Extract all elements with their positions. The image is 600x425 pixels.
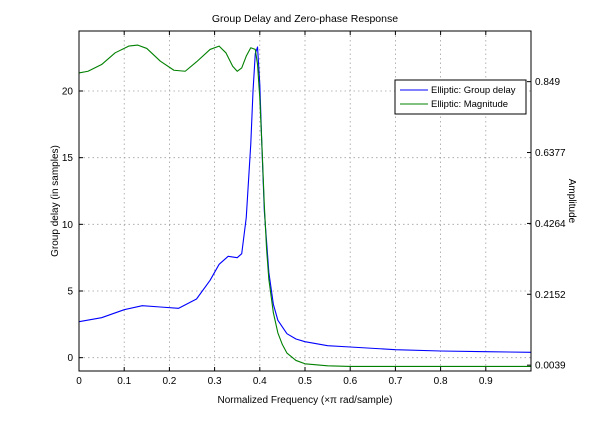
x-tick-label: 0.7: [388, 376, 402, 387]
x-tick-label: 0.8: [434, 376, 448, 387]
x-axis-label: Normalized Frequency (×π rad/sample): [217, 395, 392, 406]
group-delay-line: [78, 46, 532, 353]
legend-label-magnitude: Elliptic: Magnitude: [431, 99, 508, 110]
x-tick-label: 0.2: [162, 376, 176, 387]
y-tick-label-right: 0.2152: [535, 290, 566, 301]
chart-title: Group Delay and Zero-phase Response: [212, 13, 398, 25]
y-tick-label-right: 0.849: [535, 77, 560, 88]
y-tick-label-left: 20: [62, 87, 74, 98]
legend: Elliptic: Group delay Elliptic: Magnitud…: [394, 79, 527, 115]
x-tick-label: 0.3: [208, 376, 222, 387]
y-tick-label-left: 5: [67, 287, 73, 298]
legend-label-group-delay: Elliptic: Group delay: [431, 85, 516, 96]
y-axis-label-right: Amplitude: [566, 179, 577, 224]
y-tick-label-right: 0.6377: [535, 148, 566, 159]
x-tick-label: 0.1: [117, 376, 131, 387]
magnitude-line: [78, 44, 531, 368]
legend-box: [394, 79, 527, 115]
x-tick-label: 0.9: [479, 376, 493, 387]
x-tick-label: 0.6: [343, 376, 357, 387]
series-layer: [78, 44, 532, 368]
y-tick-label-right: 0.4264: [535, 219, 566, 230]
y-tick-label-left: 15: [62, 153, 74, 164]
ticks: 0 0.1 0.2 0.3 0.4 0.5 0.6 0.7 0.8 0.9 0 5 10 15 20 0.00…: [62, 31, 566, 387]
x-tick-label: 0.4: [253, 376, 267, 387]
y-axis-label-left: Group delay (in samples): [50, 145, 61, 257]
y-tick-label-right: 0.0039: [535, 361, 566, 372]
grid: [79, 31, 531, 371]
x-tick-label: 0: [76, 376, 82, 387]
y-tick-label-left: 0: [67, 353, 73, 364]
y-tick-label-left: 10: [62, 220, 74, 231]
x-tick-label: 0.5: [298, 376, 312, 387]
